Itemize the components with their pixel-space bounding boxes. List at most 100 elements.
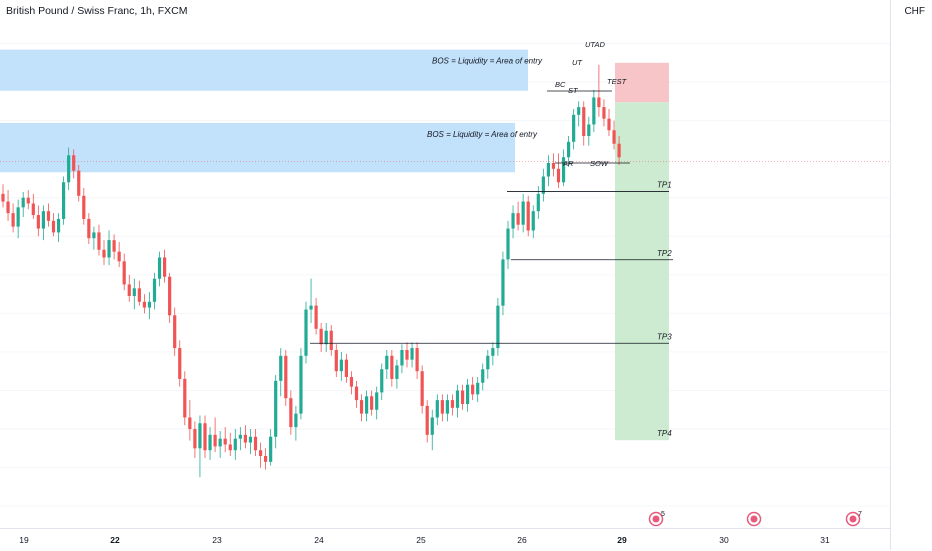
candle-body bbox=[344, 359, 348, 377]
wyckoff-label: ST bbox=[568, 86, 579, 95]
candle-body bbox=[420, 371, 424, 406]
candle-body bbox=[137, 288, 141, 302]
wyckoff-label: UT bbox=[572, 58, 583, 67]
candle-body bbox=[97, 232, 101, 250]
candle-body bbox=[157, 257, 162, 279]
candle-body bbox=[62, 182, 66, 219]
event-dot-icon bbox=[652, 515, 660, 523]
grid bbox=[0, 42, 890, 507]
candle-body bbox=[567, 141, 571, 158]
candle-body bbox=[556, 168, 561, 183]
candle-body bbox=[152, 278, 157, 302]
candle-body bbox=[67, 155, 71, 183]
stop-loss-zone bbox=[615, 62, 669, 103]
time-tick: 24 bbox=[314, 535, 324, 545]
candle-body bbox=[526, 201, 530, 231]
candle-body bbox=[582, 107, 586, 137]
candle-body bbox=[102, 249, 106, 258]
candle-body bbox=[617, 143, 621, 158]
time-tick: 25 bbox=[416, 535, 426, 545]
candle-body bbox=[284, 355, 288, 399]
candle-body bbox=[380, 369, 384, 393]
candle-body bbox=[354, 386, 359, 401]
candle-body bbox=[72, 155, 76, 171]
calendar-event-icon[interactable]: 5 bbox=[648, 511, 666, 527]
wyckoff-label: BC bbox=[555, 80, 566, 89]
candle-body bbox=[107, 240, 111, 258]
candle-body bbox=[471, 384, 475, 395]
time-tick: 26 bbox=[517, 535, 527, 545]
candle-body bbox=[334, 350, 338, 372]
candle-body bbox=[208, 434, 212, 451]
tp-label: TP4 bbox=[657, 429, 672, 438]
candle-body bbox=[127, 284, 131, 297]
candle-body bbox=[188, 417, 192, 430]
take-profit-zone bbox=[615, 102, 669, 441]
candle-body bbox=[1, 193, 5, 202]
candle-body bbox=[339, 359, 343, 372]
candle-body bbox=[410, 348, 414, 360]
time-tick: 29 bbox=[617, 535, 627, 545]
candle-body bbox=[597, 97, 601, 108]
candle-body bbox=[365, 396, 369, 414]
candle-body bbox=[592, 97, 596, 125]
candle-body bbox=[269, 436, 273, 462]
tp-label: TP3 bbox=[657, 332, 672, 341]
candle-body bbox=[117, 251, 121, 262]
candle-body bbox=[6, 201, 10, 214]
candle-body bbox=[289, 398, 293, 428]
calendar-event-icon[interactable]: 7 bbox=[845, 511, 863, 527]
candle-body bbox=[319, 328, 323, 345]
candle-body bbox=[481, 369, 485, 383]
time-tick: 23 bbox=[212, 535, 222, 545]
candle-body bbox=[56, 218, 61, 233]
candle-body bbox=[511, 213, 515, 229]
candle-body bbox=[612, 130, 616, 144]
candle-body bbox=[36, 215, 40, 229]
candle-body bbox=[178, 348, 182, 379]
candle-body bbox=[233, 438, 237, 451]
candle-body bbox=[31, 203, 35, 216]
candle-body bbox=[41, 211, 45, 229]
time-axis[interactable] bbox=[0, 528, 890, 551]
candle-body bbox=[21, 197, 25, 208]
candle-body bbox=[16, 207, 20, 227]
calendar-event-icon[interactable] bbox=[746, 511, 762, 527]
candle-body bbox=[11, 213, 15, 227]
axis-currency: CHF bbox=[904, 6, 925, 17]
time-tick: 22 bbox=[110, 535, 120, 545]
candle-body bbox=[435, 400, 439, 418]
price-axis[interactable]: CHF bbox=[890, 0, 932, 550]
candle-body bbox=[359, 400, 364, 414]
candle-body bbox=[415, 348, 419, 372]
candle-body bbox=[163, 257, 167, 277]
tp-label: TP2 bbox=[657, 249, 672, 258]
candle-body bbox=[314, 305, 318, 329]
event-dot-icon bbox=[750, 515, 758, 523]
candle-body bbox=[198, 423, 202, 449]
candle-body bbox=[486, 355, 490, 370]
candle-body bbox=[561, 157, 566, 183]
candle-body bbox=[572, 114, 576, 142]
zone-label: BOS = Liquidity = Area of entry bbox=[432, 57, 543, 66]
time-tick: 31 bbox=[820, 535, 830, 545]
candle-body bbox=[607, 118, 611, 131]
candle-body bbox=[92, 232, 96, 239]
candle-body bbox=[299, 355, 303, 414]
candle-body bbox=[279, 355, 283, 381]
candle-body bbox=[294, 413, 298, 428]
candle-body bbox=[223, 438, 227, 445]
candle-body bbox=[385, 355, 389, 370]
candle-body bbox=[258, 450, 263, 457]
candle-body bbox=[142, 301, 146, 308]
candle-body bbox=[405, 350, 409, 360]
candle-body bbox=[213, 434, 217, 447]
candle-body bbox=[541, 176, 545, 194]
wyckoff-label: AR bbox=[562, 159, 574, 168]
event-dot-icon bbox=[849, 515, 857, 523]
candle-body bbox=[531, 211, 535, 231]
candle-body bbox=[26, 197, 30, 204]
candle-body bbox=[521, 201, 525, 225]
